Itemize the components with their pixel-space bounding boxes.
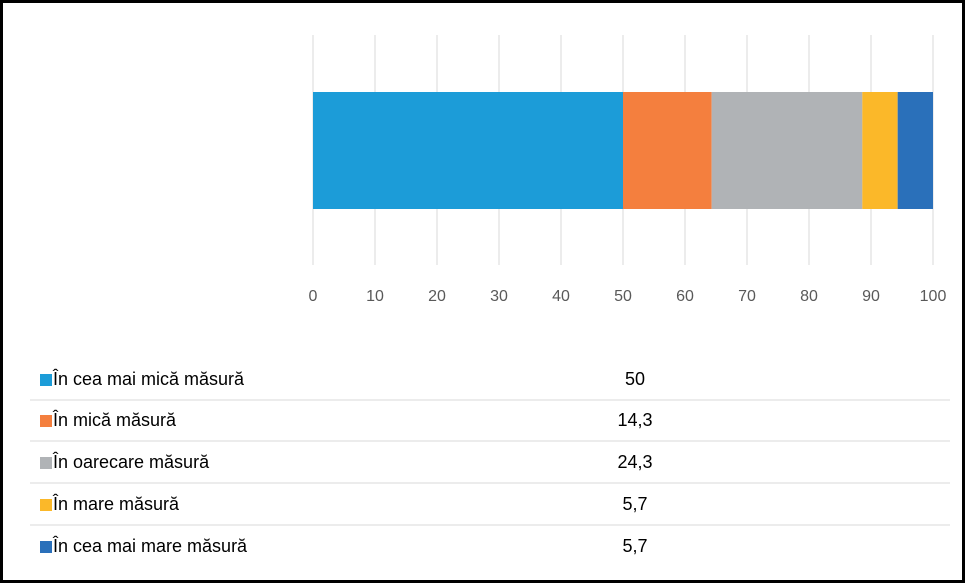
table-value: 14,3 [617,410,652,430]
legend-label: În mare măsură [52,494,180,514]
table-value: 24,3 [617,452,652,472]
legend-swatch [40,374,52,386]
bar-segment [711,92,863,209]
legend-label: În cea mai mică măsură [52,369,245,389]
x-tick-label: 0 [309,288,318,305]
legend-swatch [40,457,52,469]
bar-segment [897,92,933,209]
legend-label: În mică măsură [52,410,177,430]
table-value: 5,7 [622,536,647,556]
x-tick-label: 90 [862,288,880,305]
legend-swatch [40,541,52,553]
x-tick-label: 100 [920,288,947,305]
x-tick-label: 70 [738,288,756,305]
legend-swatch [40,499,52,511]
bar-segment [862,92,898,209]
table-value: 50 [625,369,645,389]
bar-segment [623,92,712,209]
table-value: 5,7 [622,494,647,514]
x-tick-label: 60 [676,288,694,305]
x-tick-label: 30 [490,288,508,305]
x-tick-label: 50 [614,288,632,305]
x-tick-label: 80 [800,288,818,305]
bar-segment [313,92,623,209]
legend-label: În oarecare măsură [52,452,210,472]
x-tick-label: 20 [428,288,446,305]
x-tick-label: 40 [552,288,570,305]
legend-label: În cea mai mare măsură [52,536,248,556]
x-tick-label: 10 [366,288,384,305]
legend-swatch [40,415,52,427]
